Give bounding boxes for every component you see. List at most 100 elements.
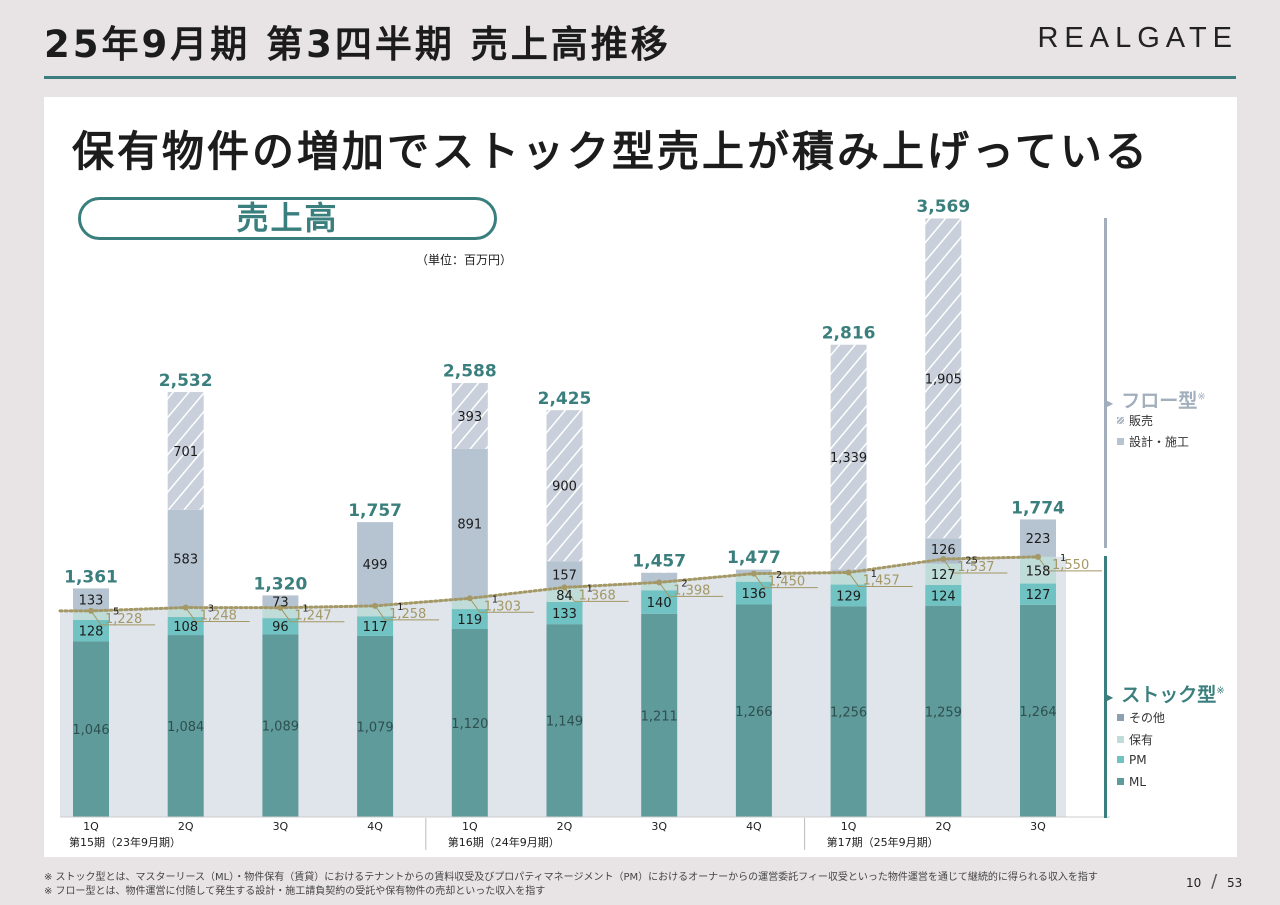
section-label: 売上高 bbox=[78, 197, 497, 240]
legend-flow-mark: ※ bbox=[1197, 391, 1206, 403]
bar-設計・施工-0 bbox=[73, 588, 109, 611]
unit-note: （単位：百万円） bbox=[416, 253, 513, 267]
data-label-設計・施工-9: 126 bbox=[931, 543, 956, 558]
stock-leader-8 bbox=[848, 572, 913, 587]
stock-leader-5 bbox=[564, 587, 629, 602]
stock-bracket-line bbox=[1104, 556, 1107, 818]
data-label-その他-7: 2 bbox=[776, 570, 782, 581]
x-tick-6: 3Q bbox=[651, 820, 667, 833]
page-current: 10 bbox=[1186, 876, 1202, 890]
bar-販売-1 bbox=[167, 392, 204, 510]
total-label-5: 2,425 bbox=[538, 389, 592, 409]
triangle-right-icon: ▶ bbox=[1104, 396, 1114, 410]
data-label-その他-3: 1 bbox=[397, 602, 403, 613]
stock-leader-7 bbox=[753, 573, 818, 589]
x-tick-10: 3Q bbox=[1030, 820, 1046, 833]
bar-PM-8 bbox=[830, 584, 867, 607]
swatch-icon bbox=[1117, 778, 1124, 785]
total-label-7: 1,477 bbox=[727, 548, 781, 568]
bar-保有-10 bbox=[1020, 557, 1056, 584]
x-tick-2: 3Q bbox=[273, 820, 289, 833]
total-label-2: 1,320 bbox=[254, 574, 308, 594]
bar-ML-3 bbox=[357, 635, 394, 817]
stock-total-label-7: 1,450 bbox=[768, 575, 805, 590]
page-total: 53 bbox=[1227, 876, 1243, 890]
stock-total-label-1: 1,248 bbox=[200, 609, 237, 624]
x-tick-8: 1Q bbox=[841, 820, 857, 833]
bar-PM-10 bbox=[1020, 583, 1056, 605]
data-label-設計・施工-2: 73 bbox=[272, 596, 289, 611]
footnote-flow: ※ フロー型とは、物件運営に付随して発生する設計・施工請負契約の受託や保有物件の… bbox=[44, 886, 546, 897]
legend-stock-text: ストック型 bbox=[1121, 684, 1217, 706]
bar-保有-6 bbox=[641, 582, 678, 591]
flow-bracket-line bbox=[1104, 218, 1107, 548]
bar-保有-1 bbox=[167, 608, 204, 617]
bar-保有-2 bbox=[262, 607, 299, 619]
data-label-PM-3: 117 bbox=[363, 620, 388, 635]
stock-total-label-0: 1,228 bbox=[105, 612, 142, 627]
bar-販売-4 bbox=[451, 382, 488, 449]
legend-flow-text: フロー型 bbox=[1121, 390, 1198, 412]
bar-PM-2 bbox=[262, 618, 299, 635]
data-label-ML-10: 1,264 bbox=[1019, 705, 1056, 720]
data-label-ML-0: 1,046 bbox=[72, 723, 109, 738]
data-label-その他-9: 25 bbox=[965, 555, 978, 566]
total-label-9: 3,569 bbox=[916, 197, 970, 217]
stock-leader-10 bbox=[1037, 556, 1102, 572]
data-label-ML-7: 1,266 bbox=[735, 705, 772, 720]
bar-保有-4 bbox=[451, 598, 488, 610]
bar-PM-0 bbox=[73, 619, 109, 642]
total-label-4: 2,588 bbox=[443, 362, 497, 382]
bar-設計・施工-2 bbox=[262, 595, 299, 608]
x-tick-7: 4Q bbox=[746, 820, 762, 833]
data-label-PM-9: 124 bbox=[931, 589, 956, 604]
data-label-PM-4: 119 bbox=[457, 613, 482, 628]
bar-ML-6 bbox=[641, 613, 678, 817]
legend-item-label: 保有 bbox=[1129, 733, 1154, 747]
data-label-PM-7: 136 bbox=[741, 587, 766, 602]
data-label-設計・施工-1: 583 bbox=[173, 553, 198, 568]
stock-total-label-8: 1,457 bbox=[863, 573, 900, 588]
period-label-1: 第16期（24年9月期） bbox=[448, 835, 560, 849]
stock-total-label-9: 1,537 bbox=[957, 560, 994, 575]
bar-保有-5 bbox=[546, 587, 583, 602]
stock-total-label-10: 1,550 bbox=[1052, 558, 1089, 573]
bar-保有-8 bbox=[830, 572, 867, 585]
legend-item-label: ML bbox=[1129, 775, 1147, 789]
legend-item-pm: PM bbox=[1117, 753, 1147, 767]
stock-leader-2 bbox=[279, 607, 345, 623]
legend-item-label: PM bbox=[1129, 753, 1147, 767]
swatch-icon bbox=[1117, 438, 1124, 445]
page-title: 25年9月期 第3四半期 売上高推移 bbox=[44, 23, 671, 66]
bar-PM-5 bbox=[546, 601, 583, 625]
data-label-その他-10: 1 bbox=[1060, 553, 1066, 564]
data-label-PM-2: 96 bbox=[272, 620, 289, 635]
title-divider bbox=[44, 76, 1236, 79]
data-label-ML-5: 1,149 bbox=[546, 715, 583, 730]
swatch-icon bbox=[1117, 756, 1124, 763]
x-tick-1: 2Q bbox=[178, 820, 194, 833]
legend-item-label: 設計・施工 bbox=[1129, 435, 1190, 449]
page-separator: / bbox=[1211, 871, 1218, 892]
footnote-stock: ※ ストック型とは、マスターリース（ML）・物件保有（賃貸）におけるテナントから… bbox=[44, 872, 1098, 883]
triangle-right-icon: ▶ bbox=[1104, 690, 1114, 704]
data-label-ML-1: 1,084 bbox=[167, 720, 204, 735]
data-label-設計・施工-10: 223 bbox=[1026, 532, 1051, 547]
data-label-設計・施工-0: 133 bbox=[79, 594, 104, 609]
swatch-icon bbox=[1117, 714, 1124, 721]
data-label-設計・施工-3: 499 bbox=[363, 558, 388, 573]
data-label-販売-1: 701 bbox=[173, 445, 198, 460]
stock-leader-3 bbox=[374, 605, 440, 621]
legend-item-label: その他 bbox=[1129, 711, 1166, 725]
stock-total-label-2: 1,247 bbox=[294, 609, 331, 624]
page-number: 10 / 53 bbox=[1186, 871, 1242, 892]
bar-設計・施工-1 bbox=[167, 509, 204, 608]
legend-stock-mark: ※ bbox=[1216, 685, 1225, 697]
bar-販売-9 bbox=[925, 218, 962, 539]
data-label-PM-10: 127 bbox=[1026, 588, 1051, 603]
data-label-ML-2: 1,089 bbox=[262, 720, 299, 735]
x-tick-4: 1Q bbox=[462, 820, 478, 833]
data-label-その他-8: 1 bbox=[871, 569, 877, 580]
data-label-販売-5: 900 bbox=[552, 480, 577, 495]
legend-item-ml: ML bbox=[1117, 775, 1146, 789]
